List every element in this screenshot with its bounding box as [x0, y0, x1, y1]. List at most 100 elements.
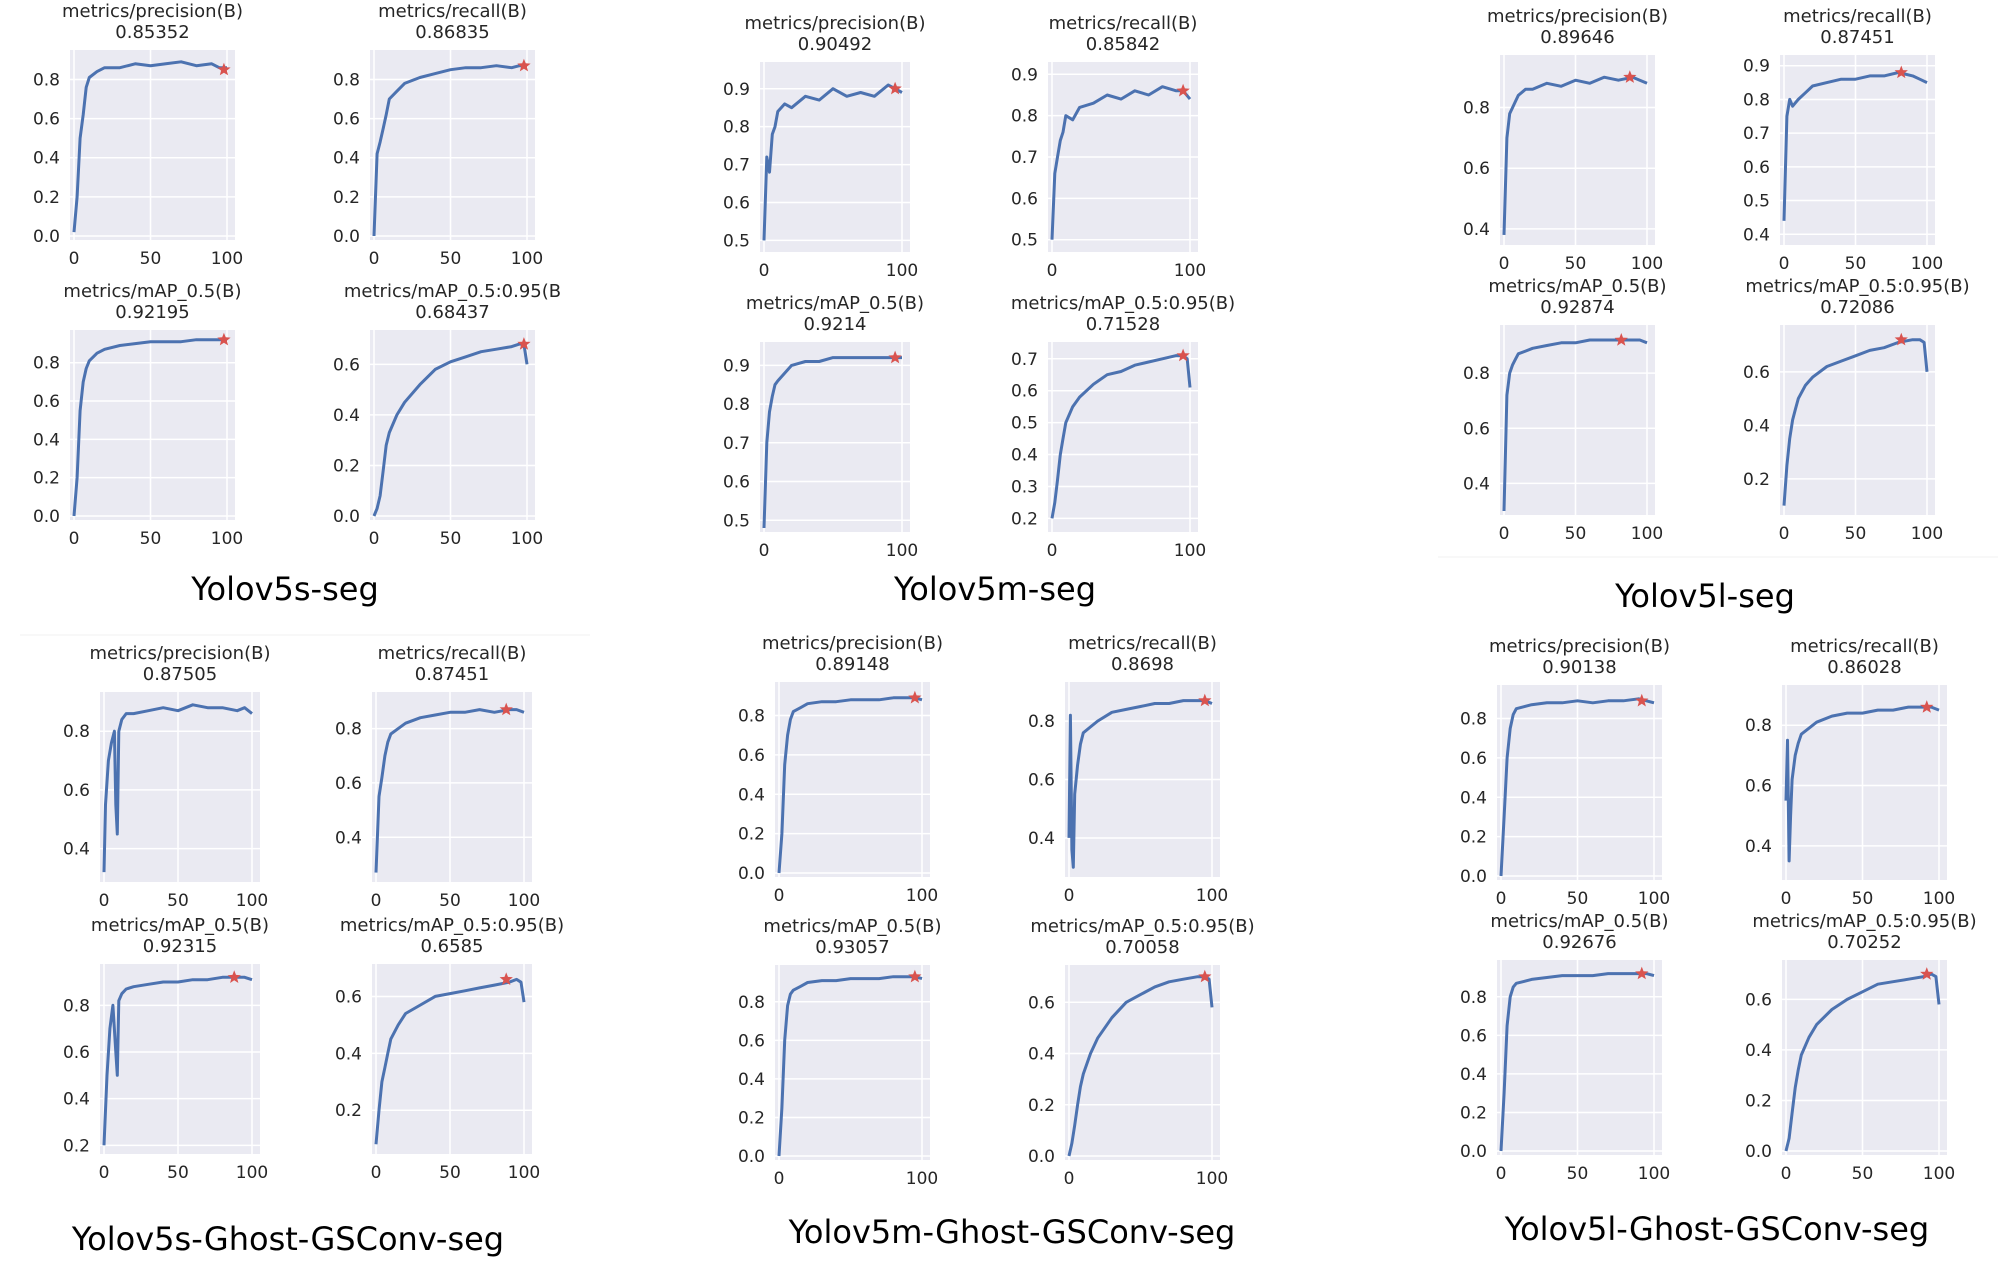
best-point — [1635, 693, 1649, 707]
chart-group: 0.0 0.2 0.4 0.6 0.8 0 50 100 metrics/precision(B… — [33, 1, 561, 608]
series-line — [374, 708, 525, 873]
y-tick-label: 0.8 — [1460, 988, 1487, 1008]
y-tick-label: 0.4 — [1463, 474, 1490, 494]
y-tick-label: 0.6 — [1463, 159, 1490, 179]
y-tick-label: 0.2 — [738, 1108, 765, 1128]
series-line — [372, 342, 529, 517]
y-tick-label: 0.4 — [63, 840, 90, 860]
y-tick-label: 0.2 — [333, 188, 360, 208]
y-tick-label: 0.6 — [333, 110, 360, 130]
x-tick-label: 0 — [99, 1163, 110, 1183]
y-tick-label: 0.2 — [1028, 1096, 1055, 1116]
best-point — [517, 58, 531, 72]
x-tick-label: 50 — [140, 529, 162, 549]
series-line — [1499, 697, 1655, 877]
y-tick-label: 0.6 — [1463, 419, 1490, 439]
best-value: 0.90492 — [798, 34, 872, 55]
y-tick-label: 0.9 — [1743, 57, 1770, 77]
best-point — [888, 81, 902, 95]
y-tick-label: 0.8 — [1745, 716, 1772, 736]
y-tick-label: 0.6 — [1745, 990, 1772, 1010]
x-tick-label: 100 — [511, 249, 543, 269]
y-tick-label: 0.4 — [1743, 416, 1770, 436]
x-tick-label: 100 — [906, 886, 938, 906]
subplot-title: metrics/mAP_0.5(B) — [63, 281, 241, 302]
y-tick-label: 0.8 — [1460, 710, 1487, 730]
y-tick-label: 0.8 — [1011, 107, 1038, 127]
x-tick-label: 100 — [1196, 886, 1228, 906]
x-tick-label: 100 — [1911, 254, 1943, 274]
best-value: 0.68437 — [415, 302, 489, 323]
y-tick-label: 0.2 — [1460, 1103, 1487, 1123]
subplot: 0.4 0.6 0.8 0 100 metrics/recall(B)0.8698 — [1028, 633, 1228, 906]
y-tick-label: 0.6 — [738, 746, 765, 766]
x-tick-label: 100 — [906, 1169, 938, 1189]
best-value: 0.93057 — [815, 937, 889, 958]
series-line — [72, 338, 227, 517]
best-value: 0.85842 — [1086, 34, 1160, 55]
plot-area — [372, 692, 532, 882]
x-tick-label: 100 — [1923, 889, 1955, 909]
y-tick-label: 0.3 — [1011, 477, 1038, 497]
x-tick-label: 0 — [1496, 889, 1507, 909]
subplot-title: metrics/mAP_0.5:0.95(B) — [1745, 276, 1969, 297]
x-tick-label: 100 — [1196, 1169, 1228, 1189]
x-tick-label: 100 — [211, 249, 243, 269]
subplot: 0.0 0.2 0.4 0.6 0.8 0 50 100 metrics/precision(B… — [33, 1, 243, 269]
subplot: 0.0 0.2 0.4 0.6 0.8 0 50 100 metrics/mAP_0.5(B)0… — [33, 281, 243, 549]
best-point — [517, 337, 531, 350]
plot-area — [1780, 325, 1935, 515]
best-point — [888, 350, 902, 364]
series-line — [762, 356, 902, 529]
y-tick-label: 0.2 — [738, 825, 765, 845]
subplot-title: metrics/mAP_0.5:0.95(B) — [1011, 293, 1235, 314]
x-tick-label: 100 — [886, 261, 918, 281]
plot-area — [1780, 55, 1935, 245]
y-tick-label: 0.4 — [1745, 837, 1772, 857]
subplot: 0.4 0.6 0.8 0 50 100 metrics/recall(B)0.87451 — [335, 643, 540, 911]
series-line — [102, 703, 253, 873]
series-line — [102, 975, 253, 1146]
x-tick-label: 0 — [1779, 524, 1790, 544]
subplot-title: metrics/mAP_0.5:0.95(B) — [340, 915, 564, 936]
y-tick-label: 0.2 — [333, 456, 360, 476]
x-tick-label: 100 — [508, 1163, 540, 1183]
y-tick-label: 0.4 — [335, 828, 362, 848]
best-point — [1198, 693, 1212, 707]
plot-area — [1782, 685, 1947, 880]
best-point — [1176, 348, 1190, 362]
x-tick-label: 100 — [1631, 254, 1663, 274]
y-tick-label: 0.4 — [1745, 1041, 1772, 1061]
x-tick-label: 100 — [508, 891, 540, 911]
series-line — [777, 696, 923, 874]
chart-group: 0.50.60.70.80.90 100metrics/precision(B)0… — [723, 13, 1235, 608]
best-point — [908, 969, 922, 983]
best-value: 0.87451 — [1820, 27, 1894, 48]
y-tick-label: 0.8 — [33, 354, 60, 374]
x-tick-label: 0 — [69, 249, 80, 269]
subplot-title: metrics/recall(B) — [1790, 636, 1939, 657]
best-point — [217, 62, 231, 76]
y-tick-label: 0.6 — [1028, 771, 1055, 791]
model-caption: Yolov5s-Ghost-GSConv-seg — [71, 1220, 504, 1258]
y-tick-label: 0.5 — [723, 231, 750, 251]
y-tick-label: 0.4 — [1028, 1045, 1055, 1065]
x-tick-label: 100 — [211, 529, 243, 549]
subplot-title: metrics/mAP_0.5:0.95(B) — [1030, 916, 1254, 937]
best-value: 0.87451 — [415, 664, 489, 685]
subplot: 0.2 0.4 0.6 0.8 0 50 100 metrics/mAP_0.5(B)0.92… — [63, 915, 269, 1183]
best-point — [1894, 65, 1908, 79]
x-tick-label: 0 — [69, 529, 80, 549]
x-tick-label: 50 — [1565, 524, 1587, 544]
y-tick-label: 0.8 — [723, 395, 750, 415]
plot-area — [1497, 960, 1662, 1155]
plot-area — [100, 692, 260, 882]
x-tick-label: 100 — [1923, 1164, 1955, 1184]
y-tick-label: 0.9 — [723, 356, 750, 376]
subplot: 0.0 0.2 0.4 0.6 0 50 100 metrics/mAP_0.5:0.95(B… — [1745, 911, 1977, 1184]
y-tick-label: 0.4 — [1460, 788, 1487, 808]
y-tick-label: 0.8 — [63, 722, 90, 742]
plot-area — [1497, 685, 1662, 880]
best-value: 0.92874 — [1540, 297, 1614, 318]
